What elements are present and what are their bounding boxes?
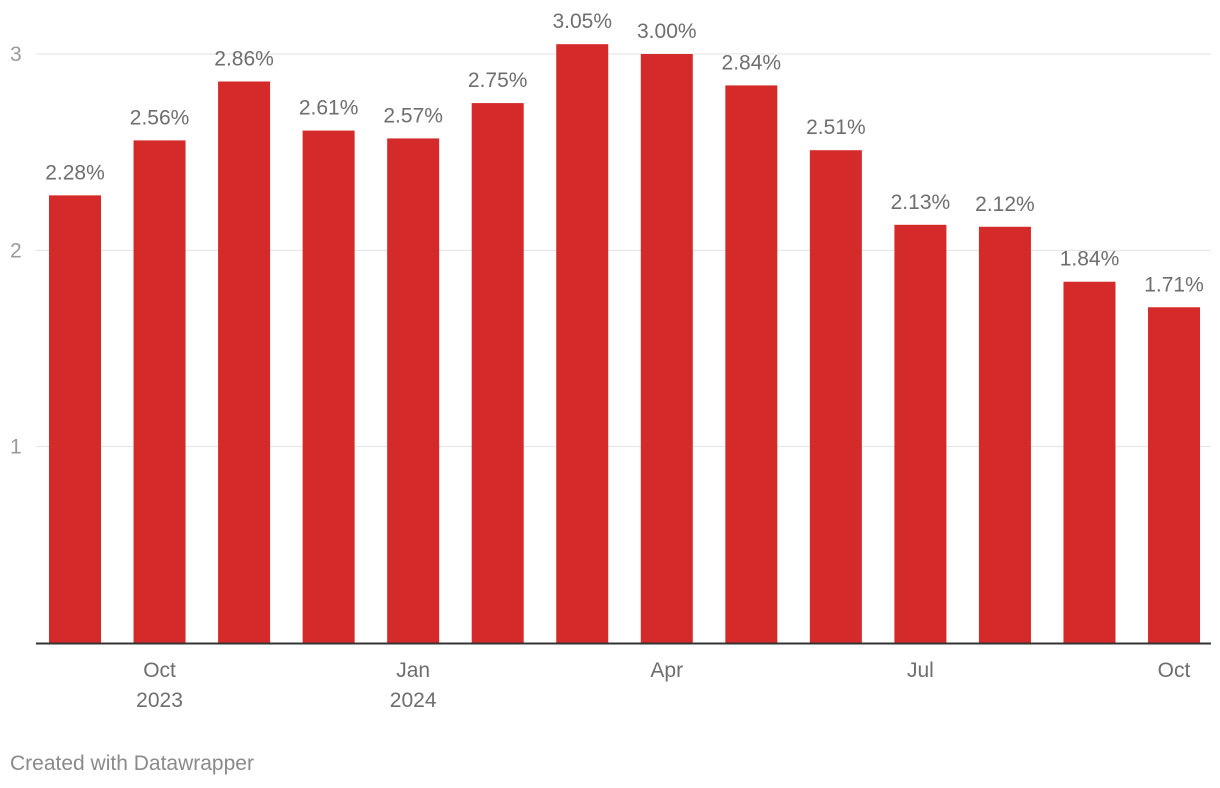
bar xyxy=(133,140,186,644)
x-tick-label: Apr xyxy=(650,659,683,682)
bar xyxy=(640,54,693,643)
bar xyxy=(894,224,947,643)
x-tick-year-label: 2024 xyxy=(390,689,437,712)
bar xyxy=(556,44,609,643)
bar-value-label: 2.56% xyxy=(130,106,190,129)
bar-value-label: 2.51% xyxy=(806,116,866,139)
bar-value-label: 2.13% xyxy=(891,191,951,214)
bar-value-label: 1.71% xyxy=(1144,273,1204,296)
bar-value-label: 2.57% xyxy=(383,104,443,127)
bar-value-label: 3.00% xyxy=(637,20,697,43)
x-tick-label: Jul xyxy=(907,659,934,682)
bar xyxy=(387,138,440,643)
y-tick-label: 1 xyxy=(10,436,22,459)
bar xyxy=(978,226,1031,644)
bar xyxy=(809,150,862,643)
bar xyxy=(725,85,778,643)
x-tick-label: Oct xyxy=(1158,659,1191,682)
y-tick-label: 2 xyxy=(10,239,22,262)
bar-value-label: 1.84% xyxy=(1060,248,1120,271)
bar xyxy=(1063,281,1116,643)
x-tick-year-label: 2023 xyxy=(136,689,183,712)
bar-value-label: 2.86% xyxy=(214,47,274,70)
bar-value-label: 2.61% xyxy=(299,97,359,120)
bar-value-label: 2.12% xyxy=(975,193,1035,216)
bar-value-label: 2.84% xyxy=(722,51,782,74)
bar-value-label: 2.75% xyxy=(468,69,528,92)
y-tick-label: 3 xyxy=(10,43,22,66)
bar xyxy=(471,103,524,644)
bar xyxy=(218,81,271,643)
bar xyxy=(49,195,101,644)
datawrapper-credit: Created with Datawrapper xyxy=(10,752,254,775)
bar xyxy=(1148,307,1201,643)
bar-value-label: 2.28% xyxy=(45,161,105,184)
bar-value-label: 3.05% xyxy=(552,10,612,33)
x-tick-label: Oct xyxy=(143,659,176,682)
bar xyxy=(302,130,355,643)
x-tick-label: Jan xyxy=(396,659,430,682)
